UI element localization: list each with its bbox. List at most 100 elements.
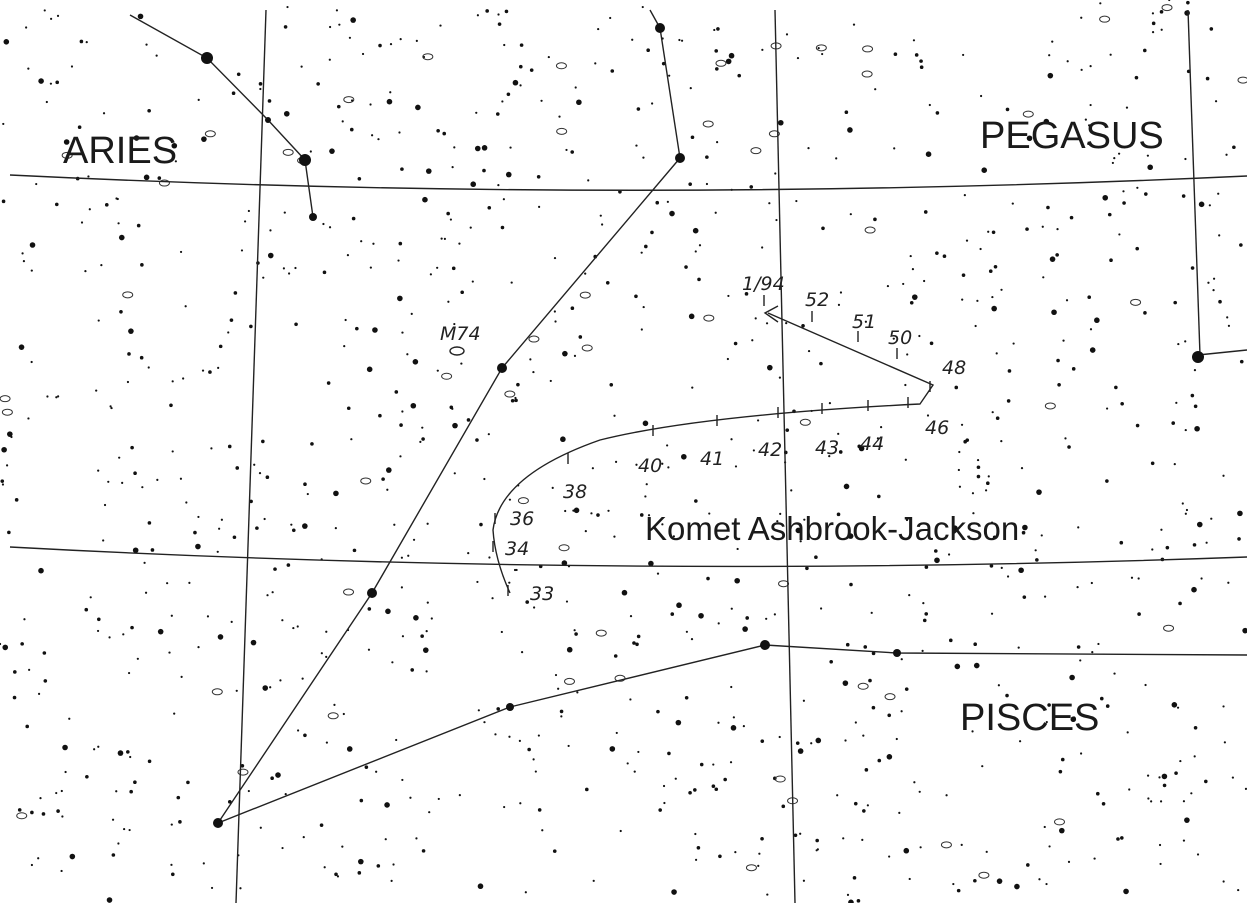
star	[886, 754, 893, 760]
star	[635, 463, 638, 466]
star	[398, 131, 401, 134]
date-label: 36	[510, 508, 534, 530]
star	[475, 111, 478, 114]
star	[485, 9, 489, 13]
star	[976, 474, 981, 479]
star	[1158, 843, 1162, 847]
star	[1143, 311, 1147, 315]
star	[656, 709, 660, 714]
star	[1084, 118, 1087, 121]
star	[412, 538, 416, 541]
star	[233, 291, 238, 295]
star	[133, 780, 137, 785]
star	[178, 820, 182, 824]
star	[375, 770, 378, 773]
star	[1069, 674, 1075, 681]
star	[904, 458, 907, 461]
star	[1232, 145, 1236, 150]
star	[519, 43, 524, 47]
star	[835, 157, 838, 160]
star	[309, 150, 312, 153]
star	[815, 849, 818, 852]
star	[85, 41, 88, 44]
star	[378, 413, 382, 418]
star	[1171, 701, 1178, 708]
star	[436, 266, 439, 269]
star	[676, 602, 682, 609]
star	[292, 626, 295, 630]
star	[170, 872, 175, 877]
star	[845, 642, 850, 647]
star-outline	[441, 372, 453, 380]
star	[799, 540, 802, 543]
grid-line	[9, 174, 1247, 191]
star	[614, 460, 618, 463]
star	[1026, 863, 1030, 867]
star	[1193, 369, 1197, 372]
star	[776, 520, 779, 523]
star	[197, 98, 200, 101]
star	[1173, 463, 1176, 466]
star	[1, 483, 5, 486]
star	[29, 242, 36, 248]
star	[1089, 103, 1092, 107]
star	[690, 638, 694, 641]
star	[483, 721, 486, 724]
star	[864, 320, 867, 323]
star-outline	[745, 864, 757, 872]
star	[1057, 382, 1061, 387]
star	[174, 160, 177, 163]
star	[415, 39, 418, 42]
star	[993, 264, 998, 269]
star	[61, 815, 64, 818]
star	[30, 269, 33, 272]
star	[667, 466, 670, 469]
star	[922, 602, 925, 605]
star	[186, 780, 190, 785]
star	[1212, 277, 1216, 280]
star-outline	[211, 688, 223, 696]
star	[27, 417, 30, 420]
star	[893, 52, 898, 56]
star	[497, 13, 500, 16]
star	[565, 148, 568, 152]
star	[482, 168, 486, 173]
star	[1087, 295, 1092, 300]
star	[227, 331, 230, 334]
star	[1056, 358, 1060, 363]
star	[749, 185, 754, 189]
star	[836, 512, 841, 517]
star	[727, 294, 730, 298]
star	[908, 593, 911, 597]
star	[351, 216, 356, 221]
star	[350, 99, 354, 102]
star	[957, 468, 960, 472]
star	[218, 344, 223, 349]
star	[290, 523, 293, 526]
star	[585, 787, 589, 792]
star	[1109, 53, 1112, 56]
star	[508, 581, 511, 584]
star	[1047, 72, 1054, 79]
star	[231, 91, 236, 96]
star	[1062, 339, 1065, 342]
star	[476, 14, 479, 17]
star	[0, 479, 5, 483]
star	[728, 52, 735, 59]
star	[1242, 627, 1247, 634]
star	[516, 382, 520, 387]
star	[371, 134, 374, 137]
star	[718, 854, 722, 859]
star-outline	[715, 59, 727, 67]
star	[179, 250, 183, 254]
star	[487, 433, 490, 436]
star	[407, 554, 410, 557]
star	[18, 344, 25, 350]
star	[325, 630, 328, 633]
star	[1079, 659, 1082, 662]
star	[923, 279, 926, 283]
star	[338, 23, 341, 26]
star	[1095, 791, 1100, 796]
star	[141, 486, 144, 489]
